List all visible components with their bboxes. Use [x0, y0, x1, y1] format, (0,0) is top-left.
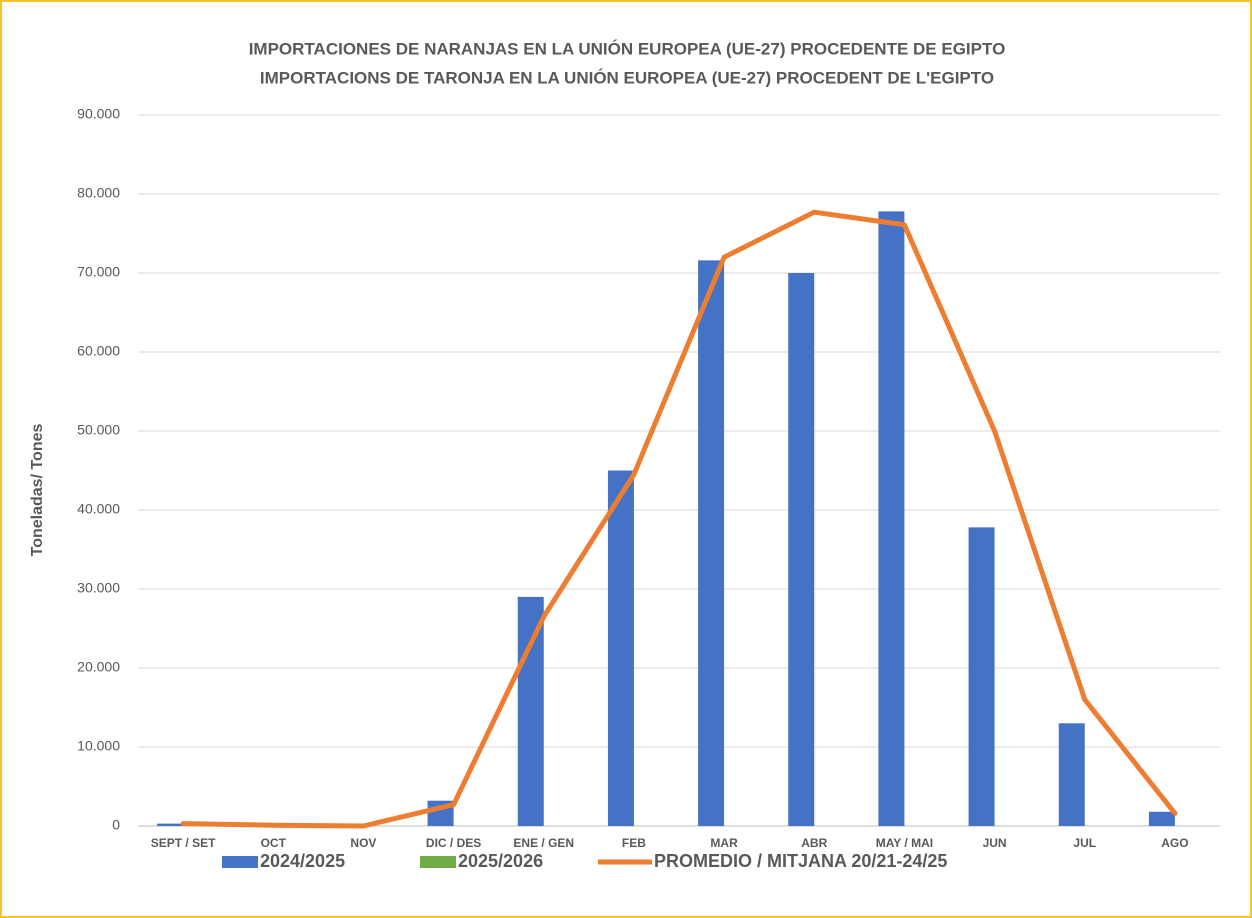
x-tick-label: JUN: [983, 836, 1007, 850]
chart-subtitle: IMPORTACIONS DE TARONJA EN LA UNIÓN EURO…: [260, 68, 994, 87]
y-tick-label: 0: [112, 817, 120, 833]
bar: [968, 527, 995, 826]
y-tick-label: 90.000: [77, 106, 120, 122]
x-tick-label: FEB: [622, 836, 646, 850]
x-tick-label: OCT: [261, 836, 287, 850]
chart-title: IMPORTACIONES DE NARANJAS EN LA UNIÓN EU…: [249, 39, 1006, 58]
line: [180, 209, 1178, 829]
x-tick-label: ENE / GEN: [513, 836, 574, 850]
legend-label: 2025/2026: [458, 851, 543, 871]
bar: [788, 273, 815, 826]
y-tick-label: 30.000: [77, 580, 120, 596]
y-tick-label: 10.000: [77, 738, 120, 754]
legend-swatch: [222, 856, 258, 868]
x-tick-label: DIC / DES: [426, 836, 481, 850]
x-tick-label: AGO: [1161, 836, 1188, 850]
y-axis-title: Toneladas/ Tones: [29, 424, 46, 557]
y-tick-label: 50.000: [77, 422, 120, 438]
bar: [607, 470, 634, 826]
bar: [878, 211, 905, 826]
bar: [157, 823, 184, 826]
bar: [1058, 723, 1085, 826]
y-tick-label: 70.000: [77, 264, 120, 280]
bar: [517, 596, 544, 826]
legend-swatch: [420, 856, 456, 868]
legend-label: PROMEDIO / MITJANA 20/21-24/25: [654, 851, 947, 871]
x-tick-label: ABR: [801, 836, 827, 850]
bar: [1148, 811, 1175, 826]
legend-label: 2024/2025: [260, 851, 345, 871]
y-tick-label: 60.000: [77, 343, 120, 359]
x-tick-label: NOV: [350, 836, 376, 850]
bar: [698, 260, 725, 826]
y-tick-label: 80.000: [77, 185, 120, 201]
x-tick-label: JUL: [1073, 836, 1096, 850]
x-tick-label: SEPT / SET: [151, 836, 216, 850]
y-tick-label: 40.000: [77, 501, 120, 517]
x-tick-label: MAR: [710, 836, 738, 850]
y-tick-label: 20.000: [77, 659, 120, 675]
x-tick-label: MAY / MAI: [876, 836, 933, 850]
